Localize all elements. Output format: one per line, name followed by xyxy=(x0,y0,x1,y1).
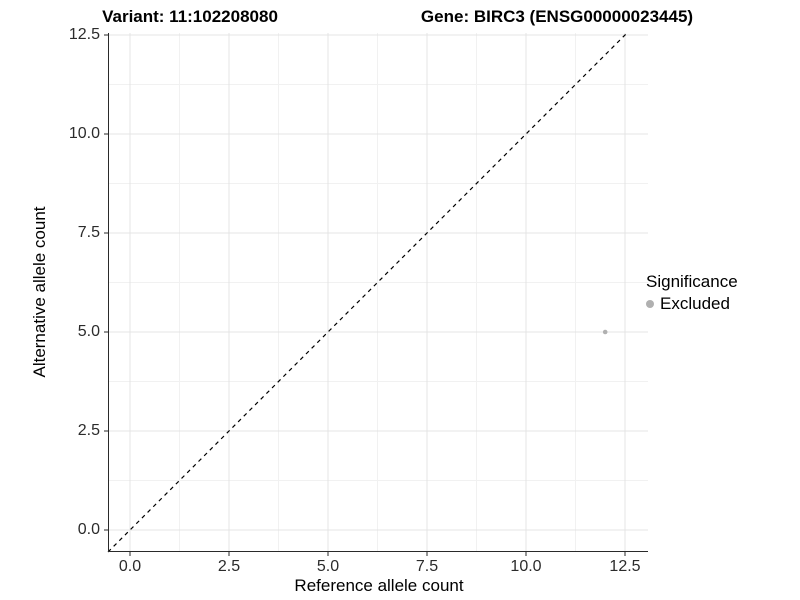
legend-item-label: Excluded xyxy=(660,294,730,313)
y-tick-label: 10.0 xyxy=(68,125,100,142)
y-tick-label: 7.5 xyxy=(77,224,100,241)
legend-item: Excluded xyxy=(646,294,738,314)
gene-title: Gene: BIRC3 (ENSG00000023445) xyxy=(420,7,694,26)
data-point xyxy=(602,329,608,335)
y-tick-label: 12.5 xyxy=(68,26,100,43)
legend-title: Significance xyxy=(646,272,738,291)
plot-panel xyxy=(104,32,648,556)
x-axis-title: Reference allele count xyxy=(294,576,464,595)
y-axis-title: Alternative allele count xyxy=(30,206,49,378)
y-tick-label: 5.0 xyxy=(77,323,100,340)
x-tick-label: 5.0 xyxy=(316,558,340,575)
y-tick-label: 2.5 xyxy=(77,422,100,439)
x-tick-label: 2.5 xyxy=(217,558,241,575)
x-tick-label: 0.0 xyxy=(118,558,142,575)
x-tick-label: 10.0 xyxy=(510,558,542,575)
identity-line xyxy=(107,32,628,553)
legend-point-icon xyxy=(646,300,654,308)
x-tick-label: 12.5 xyxy=(609,558,641,575)
legend: Significance Excluded xyxy=(646,272,738,314)
x-tick-label: 7.5 xyxy=(415,558,439,575)
variant-title: Variant: 11:102208080 xyxy=(102,7,278,26)
y-tick-label: 0.0 xyxy=(77,521,100,538)
